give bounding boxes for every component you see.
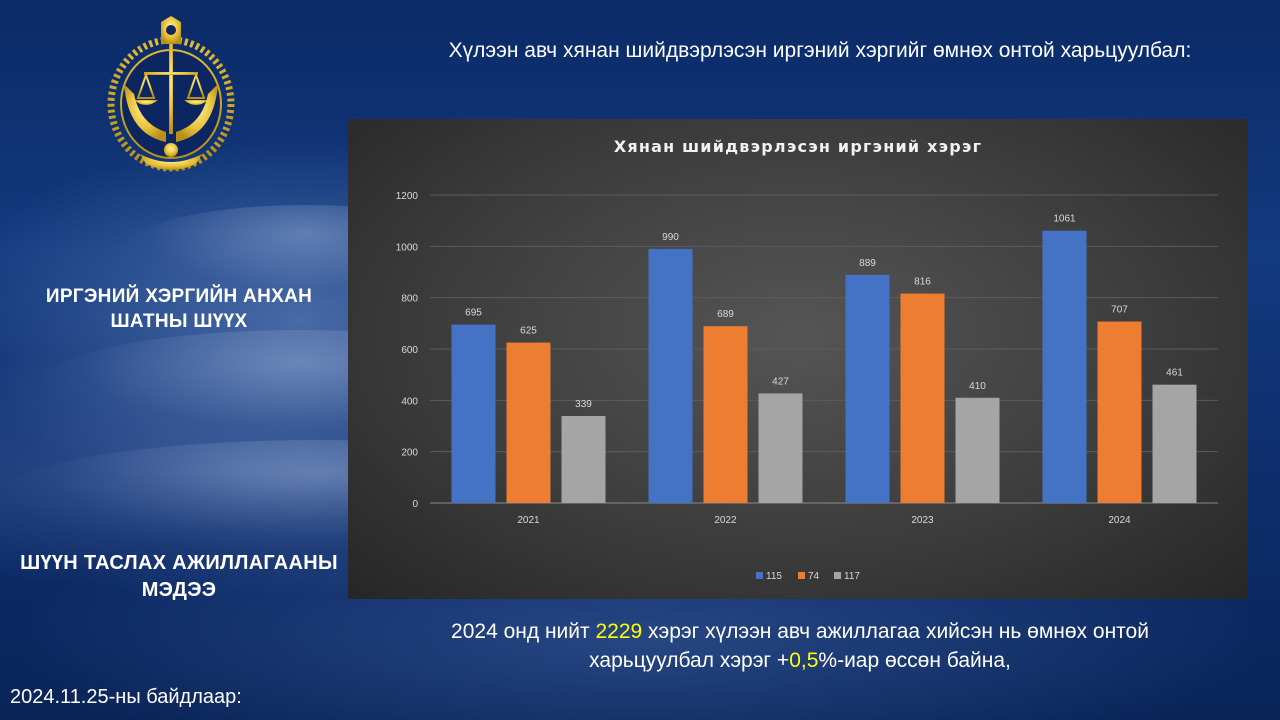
data-label: 1061	[1053, 214, 1076, 225]
summary-part-2: хэрэг хүлээн авч ажиллагаа хийсэн нь өмн…	[589, 620, 1149, 672]
bar-chart: Хянан шийдвэрлэсэн иргэний хэрэг 0 200 400…	[348, 119, 1248, 599]
bar-2024-74	[1097, 321, 1142, 503]
summary-part-3: %-иар өссөн байна,	[818, 649, 1011, 672]
legend-swatch	[798, 572, 805, 579]
summary-part-1: 2024 онд нийт	[451, 620, 596, 643]
court-name-title: ИРГЭНИЙ ХЭРГИЙН АНХАН ШАТНЫ ШҮҮХ	[45, 286, 313, 332]
data-label: 427	[772, 376, 789, 387]
bar-2022-74	[703, 326, 748, 503]
bar-2022-117	[758, 393, 803, 503]
court-emblem-icon	[100, 14, 242, 176]
legend-label: 74	[808, 571, 820, 582]
data-label: 410	[969, 381, 986, 392]
bar-2021-74	[506, 342, 551, 503]
legend-label: 115	[766, 571, 782, 582]
y-tick-label: 400	[401, 396, 418, 407]
data-label: 889	[859, 258, 876, 269]
slide-heading: Хүлээн авч хянан шийдвэрлэсэн иргэний хэ…	[448, 39, 1192, 62]
report-title: ШҮҮН ТАСЛАХ АЖИЛЛАГААНЫ МЭДЭЭ	[20, 552, 338, 601]
bar-2023-117	[955, 397, 1000, 503]
bar-2024-115	[1042, 230, 1087, 503]
legend-swatch	[756, 572, 763, 579]
summary-percent-value: 0,5	[789, 649, 819, 672]
x-tick-label: 2022	[714, 515, 737, 526]
legend-label: 117	[844, 571, 860, 582]
bar-2023-74	[900, 293, 945, 503]
bar-chart-svg: Хянан шийдвэрлэсэн иргэний хэрэг 0 200 400…	[396, 137, 1218, 582]
y-tick-label: 1000	[396, 242, 419, 253]
chart-title: Хянан шийдвэрлэсэн иргэний хэрэг	[614, 137, 982, 156]
data-label: 689	[717, 309, 734, 320]
data-label: 990	[662, 232, 679, 243]
bar-2022-115	[648, 248, 693, 503]
data-label: 625	[520, 326, 537, 337]
x-tick-label: 2024	[1108, 515, 1131, 526]
data-label: 707	[1111, 305, 1128, 316]
y-tick-label: 600	[401, 345, 418, 356]
data-label: 695	[465, 308, 482, 319]
x-tick-label: 2021	[517, 515, 540, 526]
y-tick-label: 200	[401, 448, 418, 459]
data-label: 339	[575, 399, 592, 410]
summary-total-value: 2229	[595, 620, 643, 643]
y-tick-label: 0	[412, 499, 418, 510]
bar-2023-115	[845, 274, 890, 503]
summary-text: 2024 онд нийт 2229 хэрэг хүлээн авч ажил…	[400, 617, 1200, 675]
data-label: 461	[1166, 368, 1183, 379]
date-note: 2024.11.25-ны байдлаар:	[10, 686, 242, 708]
bar-2021-115	[451, 324, 496, 503]
data-label: 816	[914, 277, 931, 288]
y-tick-label: 1200	[396, 191, 419, 202]
bar-2024-117	[1152, 384, 1197, 503]
x-tick-label: 2023	[911, 515, 934, 526]
y-tick-label: 800	[401, 294, 418, 305]
legend-swatch	[834, 572, 841, 579]
bar-2021-117	[561, 415, 606, 503]
